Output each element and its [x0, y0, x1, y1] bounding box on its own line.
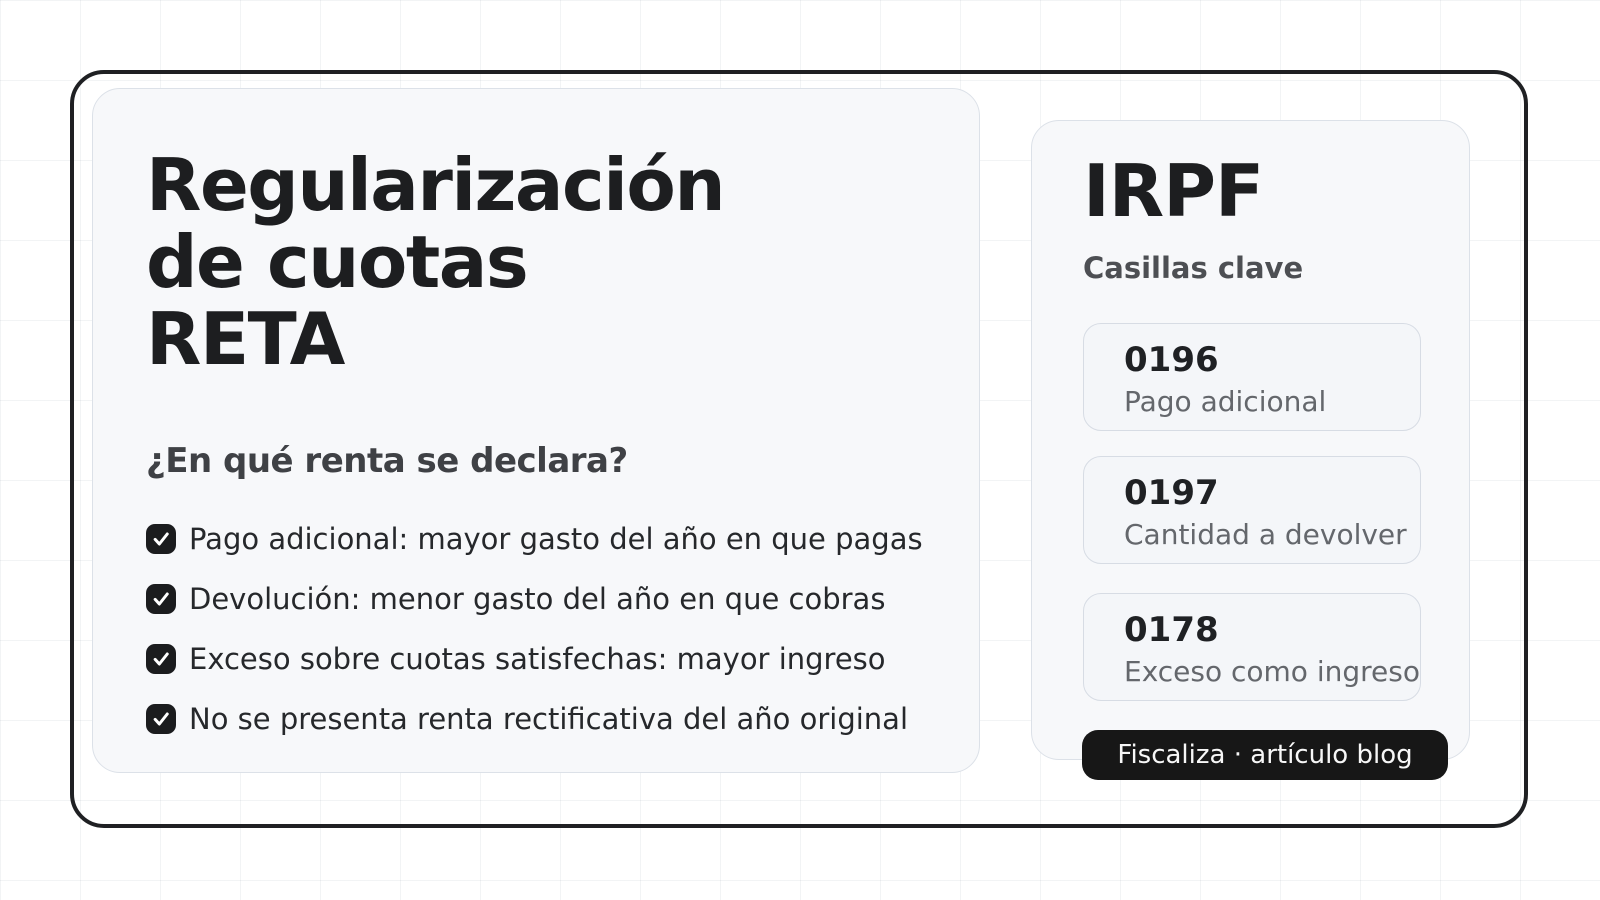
code-number: 0197	[1124, 473, 1219, 513]
irpf-title: IRPF	[1083, 149, 1264, 233]
checkbox-checked-icon[interactable]	[146, 644, 176, 674]
left-card: Regularización de cuotas RETA ¿En qué re…	[92, 88, 980, 773]
outer-frame	[70, 70, 1528, 828]
casillas-subtitle: Casillas clave	[1083, 251, 1304, 285]
checkbox-checked-icon[interactable]	[146, 584, 176, 614]
title-line-1: Regularización	[146, 143, 726, 227]
check-icon	[153, 592, 169, 606]
page-title: Regularización de cuotas RETA	[146, 143, 726, 382]
check-icon	[153, 652, 169, 666]
code-label: Pago adicional	[1124, 384, 1327, 418]
check-icon	[153, 712, 169, 726]
checklist-item: Exceso sobre cuotas satisfechas: mayor i…	[146, 639, 886, 679]
title-line-3: RETA	[146, 297, 345, 382]
code-box-0196: 0196 Pago adicional	[1083, 323, 1421, 431]
checkbox-checked-icon[interactable]	[146, 704, 176, 734]
checklist-item-label: Pago adicional: mayor gasto del año en q…	[189, 522, 923, 556]
title-line-2: de cuotas	[146, 220, 529, 305]
checklist-item: Devolución: menor gasto del año en que c…	[146, 579, 885, 619]
code-label: Exceso como ingreso	[1124, 654, 1420, 688]
checklist-item-label: No se presenta renta rectificativa del a…	[189, 702, 909, 736]
right-card: IRPF Casillas clave 0196 Pago adicional …	[1031, 120, 1470, 760]
checkbox-checked-icon[interactable]	[146, 524, 176, 554]
code-box-0178: 0178 Exceso como ingreso	[1083, 593, 1421, 701]
checklist-item-label: Exceso sobre cuotas satisfechas: mayor i…	[189, 642, 886, 676]
blog-badge[interactable]: Fiscaliza · artículo blog	[1082, 730, 1448, 780]
code-box-0197: 0197 Cantidad a devolver	[1083, 456, 1421, 564]
checklist-item-label: Devolución: menor gasto del año en que c…	[189, 582, 886, 616]
checklist-item: No se presenta renta rectificativa del a…	[146, 699, 908, 739]
checklist-item: Pago adicional: mayor gasto del año en q…	[146, 519, 923, 559]
code-number: 0178	[1124, 610, 1219, 650]
code-number: 0196	[1124, 340, 1219, 380]
check-icon	[153, 532, 169, 546]
question-heading: ¿En qué renta se declara?	[146, 441, 628, 481]
code-label: Cantidad a devolver	[1124, 517, 1407, 551]
